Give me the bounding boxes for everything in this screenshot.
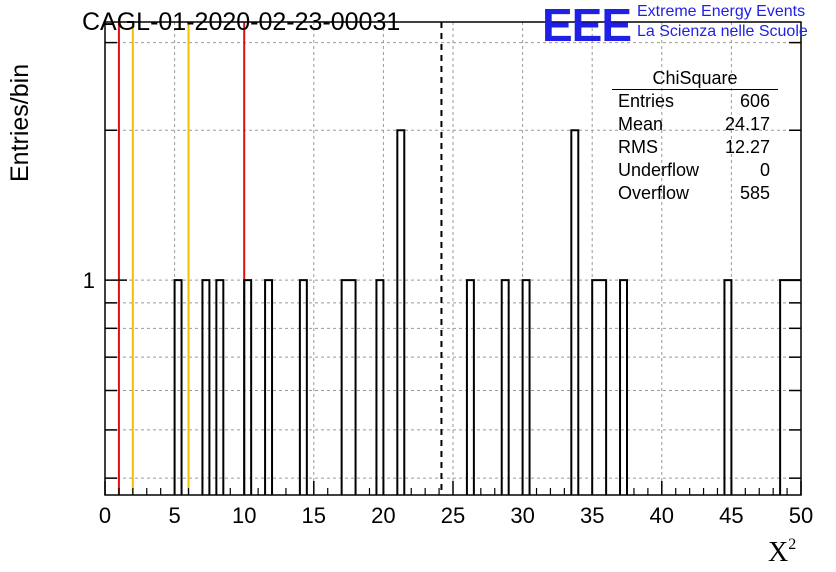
logo-line-2: La Scienza nelle Scuole	[637, 23, 808, 40]
x-tick-label: 5	[168, 503, 180, 528]
stats-title: ChiSquare	[612, 67, 778, 90]
stats-value: 12.27	[724, 137, 770, 157]
logo-text: Extreme Energy Events La Scienza nelle S…	[637, 2, 808, 42]
logo-line-1: Extreme Energy Events	[637, 3, 806, 20]
eee-logo: EEE	[542, 0, 632, 51]
stats-row-overflow: Overflow 585	[612, 182, 778, 205]
x-tick-label: 25	[441, 503, 465, 528]
stats-value: 0	[759, 160, 770, 180]
stats-value: 585	[739, 183, 770, 203]
x-axis-label-superscript: 2	[788, 536, 797, 553]
x-tick-label: 20	[371, 503, 395, 528]
stats-label: Underflow	[618, 160, 700, 180]
reference-lines	[117, 22, 443, 495]
x-tick-label: 40	[650, 503, 674, 528]
stats-label: RMS	[618, 137, 658, 157]
stats-label: Entries	[618, 91, 675, 111]
stats-value: 606	[739, 91, 770, 111]
stats-row-mean: Mean 24.17	[612, 113, 778, 136]
y-tick-label: 1	[83, 268, 95, 293]
histogram-series	[173, 129, 801, 495]
tick-labels: 0 5 10 15 20 25 30 35 40 45 50 1	[83, 268, 813, 528]
x-axis-label: X2	[768, 536, 796, 569]
y-axis-label: Entries/bin	[6, 63, 34, 182]
x-tick-label: 35	[580, 503, 604, 528]
stats-value: 24.17	[724, 114, 770, 134]
plot-frame	[104, 21, 802, 496]
x-tick-label: 30	[510, 503, 534, 528]
x-tick-label: 15	[302, 503, 326, 528]
axis-ticks	[104, 41, 802, 495]
stats-row-entries: Entries 606	[612, 90, 778, 113]
stats-row-rms: RMS 12.27	[612, 136, 778, 159]
stats-row-underflow: Underflow 0	[612, 159, 778, 182]
x-tick-label: 0	[99, 503, 111, 528]
x-tick-label: 50	[789, 503, 813, 528]
chart-title: CAGL-01-2020-02-23-00031	[82, 8, 401, 36]
x-axis-label-base: X	[768, 537, 789, 568]
stats-label: Mean	[618, 114, 664, 134]
x-tick-label: 45	[719, 503, 743, 528]
stats-label: Overflow	[618, 183, 690, 203]
x-tick-label: 10	[232, 503, 256, 528]
stats-box: ChiSquare Entries 606 Mean 24.17 RMS 12.27 …	[612, 67, 778, 205]
